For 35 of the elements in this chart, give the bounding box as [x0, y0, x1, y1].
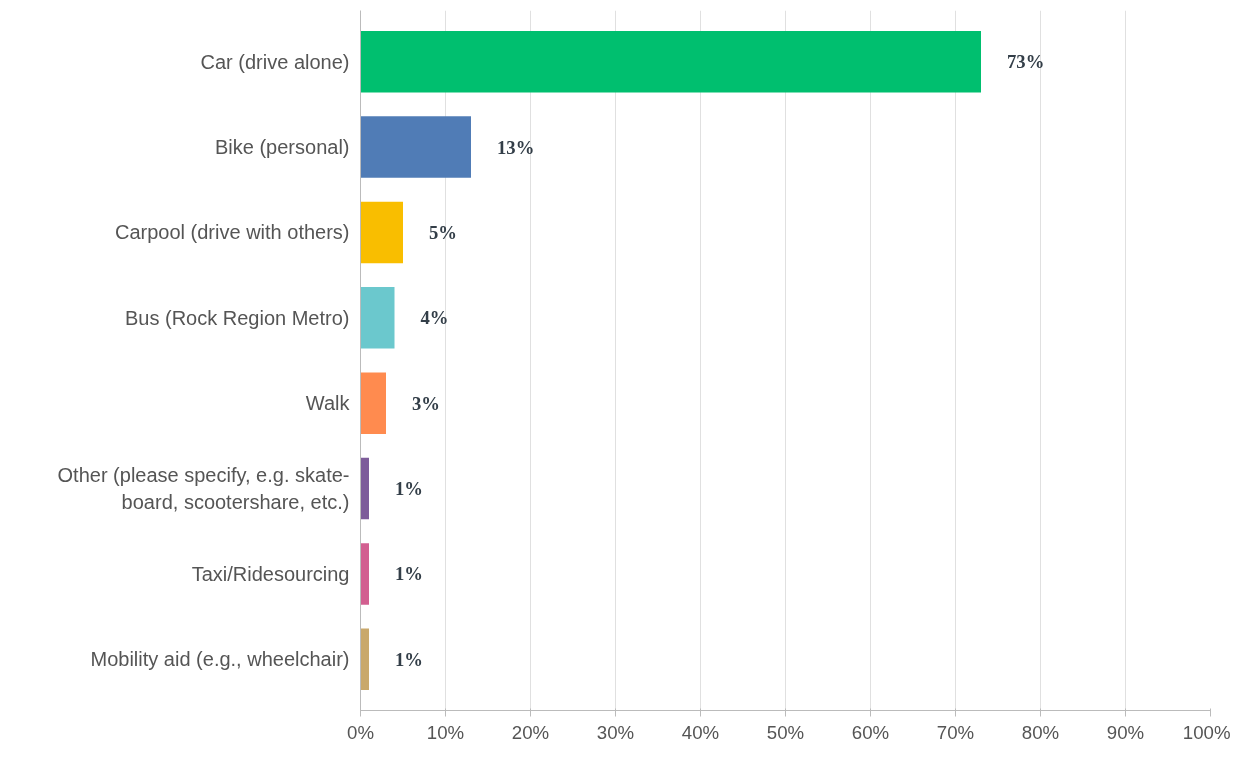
x-tick-label: 50% — [766, 721, 805, 743]
y-tick-label: Car (drive alone) — [200, 50, 350, 73]
data-label: 4% — [420, 307, 449, 329]
x-tick-label: 40% — [681, 721, 720, 743]
y-tick-label: Mobility aid (e.g., wheelchair) — [90, 648, 350, 671]
bar — [360, 116, 471, 178]
data-label: 1% — [395, 563, 423, 585]
x-tick-label: 60% — [851, 721, 890, 743]
x-tick-label: 90% — [1106, 721, 1145, 743]
bar — [360, 287, 395, 349]
y-tick-label: Taxi/Ridesourcing — [191, 562, 350, 585]
data-label: 1% — [395, 478, 423, 500]
data-label: 13% — [497, 136, 535, 158]
x-tick-label: 80% — [1021, 721, 1060, 743]
x-tick-label: 30% — [596, 721, 635, 743]
bar — [360, 372, 386, 434]
x-tick-label: 10% — [426, 721, 465, 743]
x-tick-label: 70% — [936, 721, 975, 743]
bar — [360, 628, 369, 691]
bar — [360, 457, 369, 520]
bar — [360, 543, 369, 605]
x-tick-label: 20% — [511, 721, 550, 743]
bar — [360, 30, 981, 93]
data-label: 1% — [395, 648, 423, 670]
data-label: 73% — [1007, 51, 1045, 73]
data-label: 5% — [429, 221, 457, 243]
y-tick-label: Carpool (drive with others) — [114, 221, 350, 244]
y-tick-label: Walk — [305, 392, 351, 415]
y-tick-label: Other (please specify, e.g. skate-board, scootershare, etc.) — [57, 464, 350, 513]
data-label: 3% — [412, 392, 440, 414]
bar — [360, 201, 403, 264]
x-tick-label: 0% — [347, 721, 374, 743]
y-tick-label: Bike (personal) — [215, 136, 350, 159]
y-tick-label: Bus (Rock Region Metro) — [124, 306, 350, 329]
x-tick-label: 100% — [1182, 721, 1231, 743]
